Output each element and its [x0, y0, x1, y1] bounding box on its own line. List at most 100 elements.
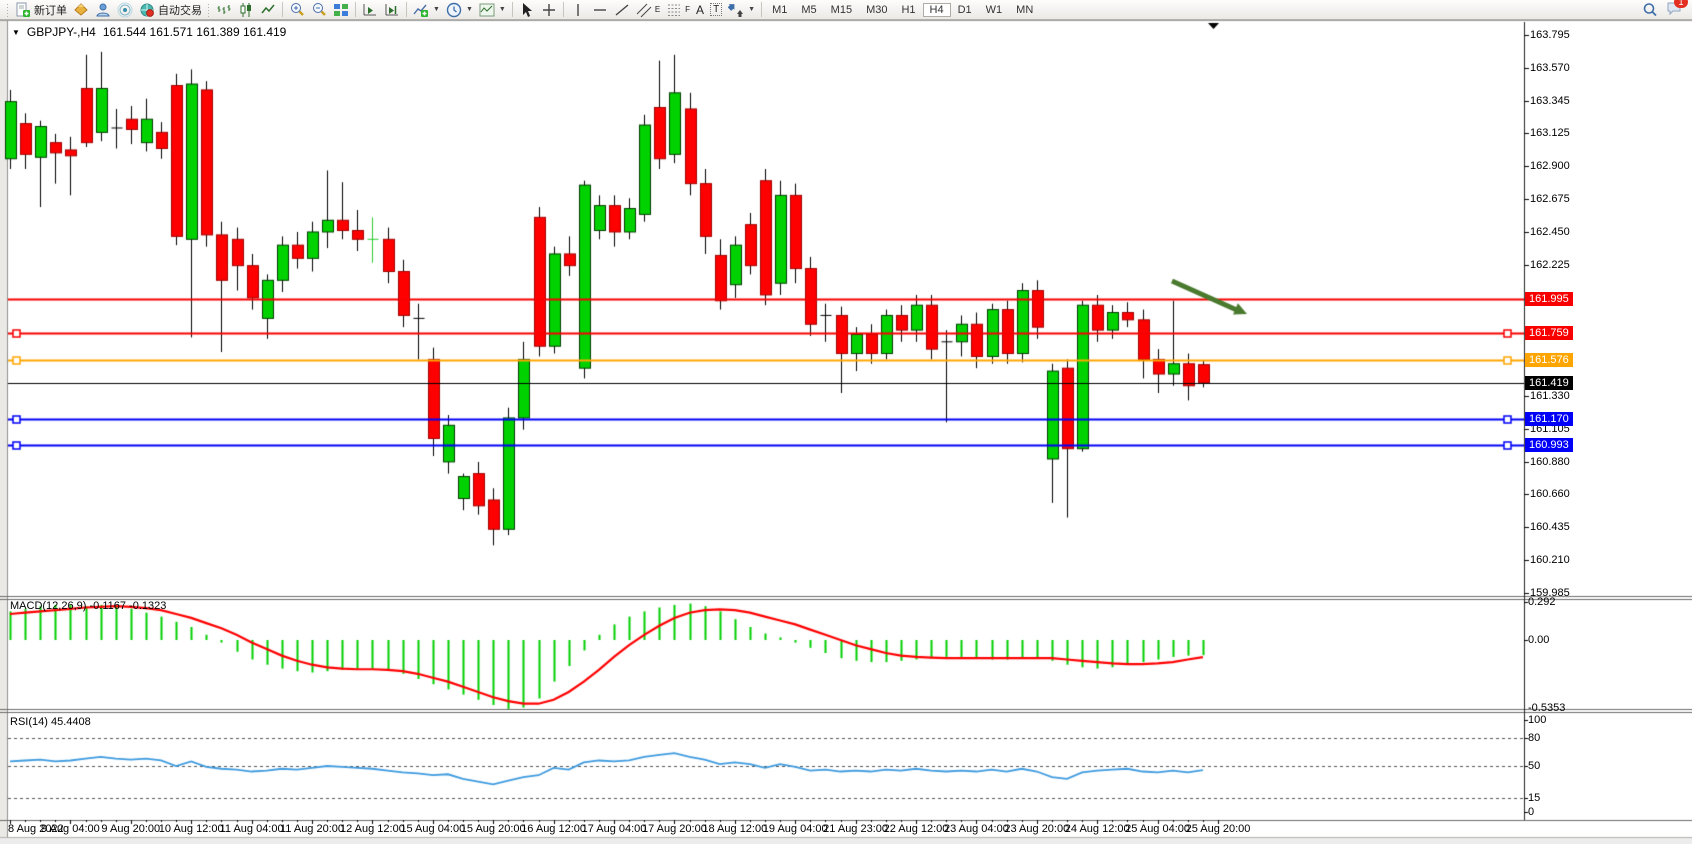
- price-level-badge: 161.170: [1525, 412, 1573, 427]
- new-order-label: 新订单: [34, 4, 67, 17]
- timeframe-m15[interactable]: M15: [830, 3, 853, 16]
- price-tick-label: 163.570: [1530, 61, 1570, 74]
- time-axis-label: 16 Aug 12:00: [521, 823, 587, 835]
- toolbar-grip[interactable]: [6, 2, 10, 17]
- text-tool-label: A: [696, 2, 705, 17]
- crosshair-tool-button[interactable]: [538, 1, 560, 19]
- price-level-badge: 161.576: [1525, 352, 1573, 367]
- macd-name: MACD(12,26,9): [10, 600, 87, 612]
- hline-tool-button[interactable]: [589, 1, 611, 19]
- fibo-sub-label: F: [685, 5, 691, 14]
- tile-windows-button[interactable]: [330, 1, 352, 19]
- text-label-tool-button[interactable]: T: [707, 1, 725, 19]
- timeframe-h1[interactable]: H1: [901, 3, 916, 16]
- crosshair-icon: [542, 3, 555, 16]
- chart-header[interactable]: ▼ GBPJPY-,H4 161.544 161.571 161.389 161…: [12, 25, 286, 39]
- zoom-in-icon: [291, 2, 304, 16]
- text-tool-button[interactable]: A: [693, 1, 707, 19]
- timeframe-m30[interactable]: M30: [866, 3, 888, 16]
- macd-axis-label: 0.292: [1528, 596, 1556, 609]
- editor-person-icon: [96, 3, 110, 16]
- new-order-icon: [16, 2, 30, 17]
- timeframe-w1[interactable]: W1: [985, 3, 1003, 16]
- price-tick-label: 163.125: [1530, 127, 1570, 140]
- cursor-icon: [522, 2, 532, 17]
- gold-icon: [74, 2, 88, 16]
- time-axis-label: 25 Aug 04:00: [1125, 823, 1191, 835]
- vertical-line-icon: [577, 3, 579, 16]
- time-axis-label: 15 Aug 04:00: [400, 823, 466, 835]
- line-chart-icon: [261, 4, 275, 13]
- search-icon[interactable]: [1642, 2, 1658, 18]
- line-chart-button[interactable]: [257, 1, 279, 19]
- indicators-button[interactable]: ▼: [410, 1, 443, 19]
- clock-icon: [446, 2, 462, 17]
- rsi-name: RSI(14): [10, 716, 48, 728]
- price-tick-label: 163.345: [1530, 94, 1570, 107]
- price-tick-label: 162.450: [1530, 225, 1570, 238]
- zoom-in-button[interactable]: [286, 1, 308, 19]
- fibonacci-icon: [668, 4, 681, 16]
- fibonacci-tool-button[interactable]: F: [663, 1, 693, 19]
- trendline-tool-button[interactable]: [611, 1, 633, 19]
- time-axis-label: 9 Aug 04:00: [41, 823, 100, 835]
- tile-windows-icon: [334, 3, 348, 16]
- dropdown-arrow-icon: ▼: [465, 6, 473, 13]
- time-axis-label: 15 Aug 20:00: [460, 823, 526, 835]
- price-level-badge: 161.759: [1525, 326, 1573, 341]
- timeframe-m1[interactable]: M1: [772, 3, 788, 16]
- rsi-pane-label: RSI(14) 45.4408: [10, 716, 91, 728]
- arrows-tool-button[interactable]: ▼: [725, 1, 758, 19]
- templates-button[interactable]: ▼: [476, 1, 509, 19]
- price-tick-label: 160.660: [1530, 488, 1570, 501]
- periods-button[interactable]: ▼: [443, 1, 476, 19]
- new-order-button[interactable]: 新订单: [12, 1, 70, 19]
- rsi-axis-label: 80: [1528, 732, 1541, 745]
- zoom-out-button[interactable]: [308, 1, 330, 19]
- autoscroll-button[interactable]: [359, 1, 381, 19]
- toolbar-grip[interactable]: [207, 2, 211, 17]
- autotrading-button[interactable]: 自动交易: [136, 1, 205, 19]
- rsi-axis-label: 50: [1528, 760, 1541, 772]
- timeframe-m5[interactable]: M5: [801, 3, 817, 16]
- bar-chart-button[interactable]: [213, 1, 235, 19]
- candlestick-chart-icon: [240, 2, 251, 17]
- equidistant-channel-icon: [636, 3, 652, 17]
- macd-signal-value: -0.1323: [129, 600, 167, 612]
- candle-chart-button[interactable]: [235, 1, 257, 19]
- time-axis-label: 23 Aug 04:00: [943, 823, 1009, 835]
- price-level-badge: 160.993: [1525, 438, 1573, 453]
- market-watch-button[interactable]: [70, 1, 92, 19]
- autotrade-globe-icon: [140, 3, 154, 17]
- metaeditor-button[interactable]: [92, 1, 114, 19]
- add-indicator-icon: [413, 4, 428, 17]
- rsi-axis-label: 100: [1528, 714, 1547, 726]
- time-axis-label: 12 Aug 12:00: [339, 823, 405, 835]
- timeframe-group: M1 M5 M15 M30 H1 H4 D1 W1 MN: [765, 2, 1040, 18]
- timeframe-d1[interactable]: D1: [957, 3, 972, 16]
- price-tick-label: 159.985: [1530, 586, 1570, 599]
- cursor-tool-button[interactable]: [516, 1, 538, 19]
- channel-tool-button[interactable]: E: [633, 1, 663, 19]
- macd-main-value: -0.1167: [89, 600, 126, 612]
- notification-badge: 1: [1674, 0, 1688, 8]
- alerts-button[interactable]: [114, 1, 136, 19]
- price-tick-label: 162.225: [1530, 258, 1570, 271]
- autoscroll-icon: [363, 3, 376, 15]
- time-axis-label: 23 Aug 20:00: [1004, 823, 1070, 835]
- time-axis-label: 11 Aug 20:00: [279, 823, 345, 835]
- macd-axis-label: 0.00: [1528, 634, 1550, 646]
- price-level-badge: 161.419: [1525, 375, 1573, 390]
- horizontal-line-icon: [593, 8, 606, 11]
- price-tick-label: 160.435: [1530, 521, 1570, 534]
- timeframe-mn[interactable]: MN: [1016, 3, 1034, 16]
- chart-shift-button[interactable]: [381, 1, 403, 19]
- time-axis-label: 17 Aug 20:00: [641, 823, 707, 835]
- vline-tool-button[interactable]: [567, 1, 589, 19]
- time-axis-label: 24 Aug 12:00: [1064, 823, 1130, 835]
- notifications-button[interactable]: 1: [1666, 0, 1688, 19]
- time-axis-label: 17 Aug 04:00: [581, 823, 647, 835]
- timeframe-h4[interactable]: H4: [922, 2, 951, 17]
- collapse-arrow-icon[interactable]: ▼: [12, 27, 20, 37]
